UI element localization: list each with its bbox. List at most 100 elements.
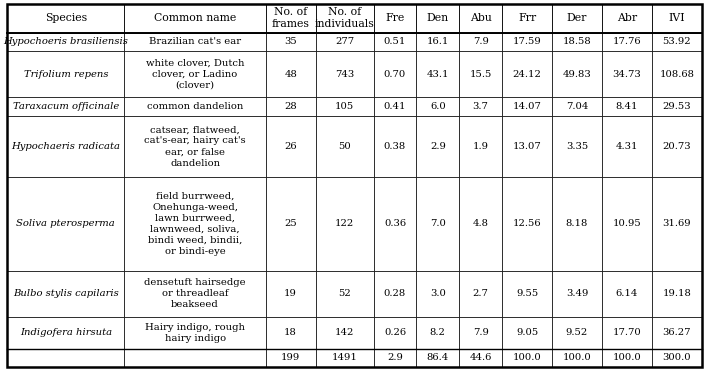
Bar	[316, 98, 374, 116]
Bar	[552, 177, 602, 270]
Bar	[7, 33, 125, 51]
Bar	[374, 51, 416, 98]
Text: 3.35: 3.35	[566, 142, 588, 151]
Bar	[374, 270, 416, 317]
Bar	[552, 4, 602, 33]
Text: 3.7: 3.7	[473, 102, 489, 111]
Bar	[459, 348, 502, 367]
Bar	[266, 348, 316, 367]
Bar	[552, 116, 602, 177]
Text: 105: 105	[335, 102, 354, 111]
Bar	[502, 4, 552, 33]
Text: white clover, Dutch
clover, or Ladino
(clover): white clover, Dutch clover, or Ladino (c…	[146, 59, 245, 90]
Text: 1491: 1491	[332, 354, 357, 362]
Text: 743: 743	[335, 70, 354, 79]
Text: Fre: Fre	[385, 13, 405, 23]
Text: 2.9: 2.9	[430, 142, 446, 151]
Bar	[316, 348, 374, 367]
Text: 48: 48	[284, 70, 297, 79]
Bar	[125, 348, 266, 367]
Text: 8.2: 8.2	[430, 328, 446, 337]
Text: 8.41: 8.41	[615, 102, 638, 111]
Text: catsear, flatweed,
cat's-ear, hairy cat's
ear, or false
dandelion: catsear, flatweed, cat's-ear, hairy cat'…	[144, 125, 246, 168]
Bar	[416, 270, 459, 317]
Bar	[502, 98, 552, 116]
Text: 31.69: 31.69	[663, 219, 691, 228]
Text: 19: 19	[284, 289, 297, 298]
Text: 53.92: 53.92	[663, 37, 691, 46]
Text: 13.07: 13.07	[513, 142, 542, 151]
Bar	[602, 348, 652, 367]
Bar	[416, 348, 459, 367]
Text: 19.18: 19.18	[662, 289, 691, 298]
Text: 300.0: 300.0	[663, 354, 691, 362]
Bar	[652, 270, 702, 317]
Text: 8.18: 8.18	[566, 219, 588, 228]
Bar	[416, 33, 459, 51]
Text: 25: 25	[284, 219, 297, 228]
Bar	[416, 98, 459, 116]
Bar	[125, 270, 266, 317]
Text: field burrweed,
Onehunga-weed,
lawn burrweed,
lawnweed, soliva,
bindi weed, bind: field burrweed, Onehunga-weed, lawn burr…	[148, 191, 242, 256]
Text: common dandelion: common dandelion	[147, 102, 243, 111]
Bar	[266, 98, 316, 116]
Bar	[652, 33, 702, 51]
Text: 0.26: 0.26	[384, 328, 406, 337]
Bar	[316, 317, 374, 348]
Bar	[602, 4, 652, 33]
Bar	[552, 270, 602, 317]
Bar	[7, 4, 125, 33]
Bar	[266, 317, 316, 348]
Bar	[125, 33, 266, 51]
Bar	[266, 116, 316, 177]
Text: IVI: IVI	[669, 13, 685, 23]
Bar	[459, 116, 502, 177]
Text: 7.0: 7.0	[430, 219, 446, 228]
Text: Der: Der	[566, 13, 587, 23]
Text: 2.9: 2.9	[387, 354, 403, 362]
Text: 6.14: 6.14	[616, 289, 638, 298]
Text: 86.4: 86.4	[427, 354, 449, 362]
Bar	[316, 51, 374, 98]
Bar	[602, 51, 652, 98]
Bar	[374, 116, 416, 177]
Text: Indigofera hirsuta: Indigofera hirsuta	[20, 328, 112, 337]
Bar	[652, 177, 702, 270]
Bar	[316, 270, 374, 317]
Bar	[602, 177, 652, 270]
Text: 199: 199	[281, 354, 301, 362]
Bar	[416, 116, 459, 177]
Bar	[652, 98, 702, 116]
Bar	[7, 317, 125, 348]
Bar	[459, 177, 502, 270]
Bar	[266, 4, 316, 33]
Bar	[459, 33, 502, 51]
Bar	[266, 51, 316, 98]
Text: 3.49: 3.49	[566, 289, 588, 298]
Bar	[7, 51, 125, 98]
Text: 18: 18	[284, 328, 297, 337]
Text: 0.41: 0.41	[384, 102, 406, 111]
Bar	[416, 317, 459, 348]
Text: 14.07: 14.07	[513, 102, 542, 111]
Bar	[602, 270, 652, 317]
Text: 29.53: 29.53	[663, 102, 691, 111]
Text: 7.9: 7.9	[473, 37, 489, 46]
Bar	[266, 270, 316, 317]
Text: 3.0: 3.0	[430, 289, 446, 298]
Bar	[552, 33, 602, 51]
Text: 18.58: 18.58	[563, 37, 591, 46]
Bar	[652, 348, 702, 367]
Bar	[602, 317, 652, 348]
Text: 43.1: 43.1	[427, 70, 449, 79]
Text: 0.51: 0.51	[384, 37, 406, 46]
Text: 16.1: 16.1	[427, 37, 449, 46]
Text: 28: 28	[284, 102, 297, 111]
Bar	[459, 51, 502, 98]
Text: 17.70: 17.70	[613, 328, 642, 337]
Bar	[7, 98, 125, 116]
Text: 277: 277	[335, 37, 354, 46]
Bar	[502, 177, 552, 270]
Text: 7.9: 7.9	[473, 328, 489, 337]
Bar	[374, 348, 416, 367]
